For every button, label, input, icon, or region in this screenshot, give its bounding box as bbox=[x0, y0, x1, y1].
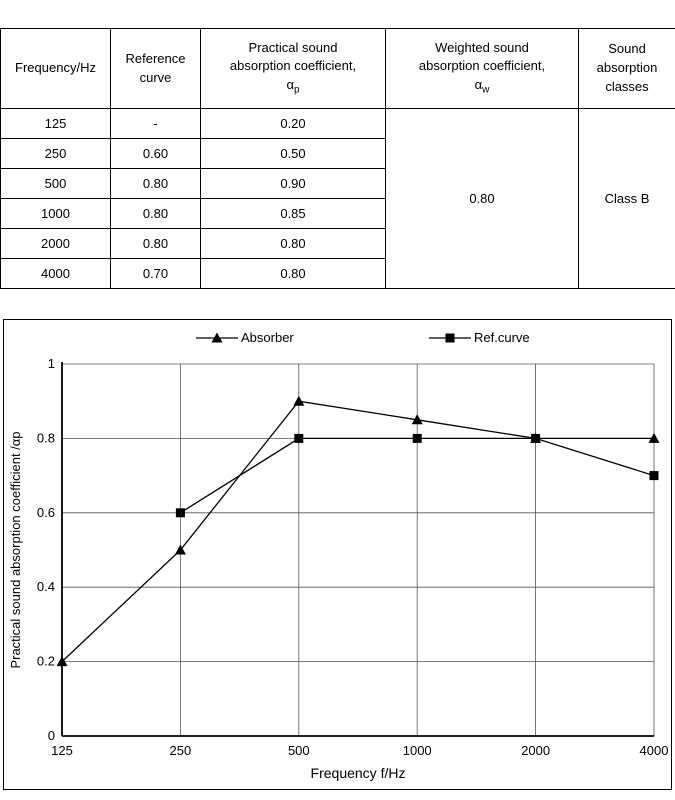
cell-reference: 0.60 bbox=[110, 138, 201, 169]
cell-reference: 0.80 bbox=[110, 198, 201, 229]
col-header-practical-coefficient: Practical sound absorption coefficient, … bbox=[200, 28, 386, 109]
legend-label: Absorber bbox=[241, 330, 294, 345]
square-marker bbox=[649, 471, 659, 481]
y-tick-label: 0.8 bbox=[37, 430, 55, 445]
cell-frequency: 125 bbox=[0, 108, 111, 139]
cell-practical: 0.20 bbox=[200, 108, 386, 139]
y-tick-label: 0.2 bbox=[37, 654, 55, 669]
cell-reference: - bbox=[110, 108, 201, 139]
y-tick-label: 0 bbox=[48, 728, 55, 743]
header-symbol: αw bbox=[474, 77, 490, 96]
cell-practical: 0.80 bbox=[200, 228, 386, 259]
cell-weighted-merged: 0.80 bbox=[385, 108, 579, 289]
col-header-weighted-coefficient: Weighted sound absorption coefficient, α… bbox=[385, 28, 579, 109]
cell-frequency: 500 bbox=[0, 168, 111, 199]
square-marker bbox=[294, 433, 304, 443]
y-tick-label: 0.4 bbox=[37, 579, 55, 594]
triangle-marker bbox=[211, 332, 223, 343]
cell-class-merged: Class B bbox=[578, 108, 675, 289]
triangle-marker bbox=[56, 656, 68, 667]
header-text: absorption coefficient, bbox=[229, 58, 357, 74]
header-text: curve bbox=[139, 69, 172, 85]
table-row: 125 - 0.20 0.80 Class B bbox=[0, 108, 675, 289]
table-row: 2000 0.80 0.80 bbox=[0, 228, 675, 259]
cell-reference: 0.80 bbox=[110, 168, 201, 199]
cell-practical: 0.50 bbox=[200, 138, 386, 169]
table-header-row: Frequency/Hz Reference curve Practical s… bbox=[0, 28, 675, 109]
chart-svg: 0 0.2 0.4 0.6 0.8 1 125 250 500 1000 2000 4000 Absor… bbox=[8, 330, 669, 781]
x-axis-label: Frequency f/Hz bbox=[311, 765, 406, 781]
x-tick-label: 500 bbox=[288, 743, 310, 758]
x-tick-label: 250 bbox=[170, 743, 192, 758]
header-text: absorption bbox=[596, 60, 658, 76]
cell-practical: 0.90 bbox=[200, 168, 386, 199]
header-text: Sound bbox=[608, 41, 646, 57]
y-tick-label: 1 bbox=[48, 356, 55, 371]
square-marker bbox=[531, 433, 541, 443]
header-text: Frequency/Hz bbox=[15, 60, 96, 76]
x-tick-label: 1000 bbox=[403, 743, 432, 758]
header-text: Practical sound bbox=[248, 39, 338, 55]
absorption-table: Frequency/Hz Reference curve Practical s… bbox=[0, 28, 675, 289]
triangle-marker bbox=[174, 544, 186, 555]
col-header-reference-curve: Reference curve bbox=[110, 28, 201, 109]
y-axis-label: Practical sound absorption coefficient /… bbox=[8, 431, 23, 668]
square-marker bbox=[175, 508, 185, 518]
chart-box: 0 0.2 0.4 0.6 0.8 1 125 250 500 1000 2000 4000 Absor… bbox=[3, 319, 672, 790]
col-header-sound-classes: Sound absorption classes bbox=[578, 28, 675, 109]
cell-reference: 0.80 bbox=[110, 228, 201, 259]
cell-frequency: 4000 bbox=[0, 258, 111, 289]
triangle-marker bbox=[411, 414, 423, 425]
legend-label: Ref.curve bbox=[474, 330, 530, 345]
square-marker bbox=[412, 433, 422, 443]
cell-frequency: 250 bbox=[0, 138, 111, 169]
table-row: 250 0.60 0.50 bbox=[0, 138, 675, 169]
header-text: Reference bbox=[125, 50, 186, 66]
cell-frequency: 2000 bbox=[0, 228, 111, 259]
x-tick-label: 125 bbox=[51, 743, 73, 758]
header-symbol: αp bbox=[286, 77, 300, 96]
x-tick-label: 2000 bbox=[521, 743, 550, 758]
square-marker bbox=[445, 333, 455, 343]
table-row: 1000 0.80 0.85 bbox=[0, 198, 675, 229]
x-tick-label: 4000 bbox=[640, 743, 669, 758]
cell-practical: 0.85 bbox=[200, 198, 386, 229]
col-header-frequency: Frequency/Hz bbox=[0, 28, 111, 109]
cell-reference: 0.70 bbox=[110, 258, 201, 289]
triangle-marker bbox=[293, 395, 305, 406]
header-text: Weighted sound bbox=[435, 39, 529, 55]
cell-frequency: 1000 bbox=[0, 198, 111, 229]
triangle-marker bbox=[648, 432, 660, 443]
table-row: 500 0.80 0.90 bbox=[0, 168, 675, 199]
header-text: absorption coefficient, bbox=[418, 58, 546, 74]
header-text: classes bbox=[605, 78, 649, 94]
cell-practical: 0.80 bbox=[200, 258, 386, 289]
table-row: 4000 0.70 0.80 bbox=[0, 258, 675, 289]
series-line-absorber bbox=[61, 400, 654, 663]
y-tick-label: 0.6 bbox=[37, 505, 55, 520]
